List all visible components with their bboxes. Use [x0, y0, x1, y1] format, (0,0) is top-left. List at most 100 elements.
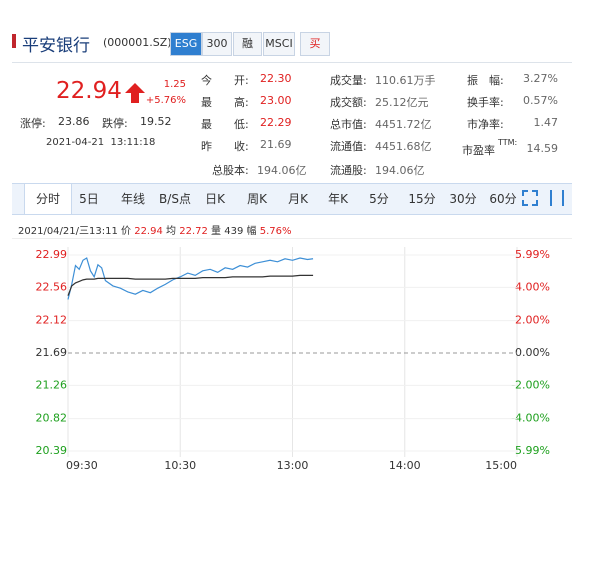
badge[interactable]: MSCI [263, 32, 295, 56]
divider [12, 238, 572, 239]
y2-tick-label: -2.00% [511, 379, 550, 392]
field-value: 194.06亿 [257, 164, 307, 177]
divider [12, 62, 572, 63]
field-label: 最 [201, 118, 212, 131]
field-label: 振 幅: [467, 74, 504, 87]
fullscreen-button[interactable] [522, 190, 538, 206]
status-label: 价 [121, 226, 132, 237]
tab[interactable]: 年K [328, 192, 348, 206]
y2-tick-label: 4.00% [515, 281, 550, 294]
field-label: 换手率: [467, 96, 504, 109]
tab[interactable]: 分时 [24, 184, 72, 214]
field-value: 4451.68亿 [375, 140, 432, 153]
field-value: 14.59 [526, 142, 559, 155]
status-amp: 5.76% [259, 226, 292, 237]
stock-code: (000001.SZ) [103, 36, 172, 49]
badge[interactable]: 融 [233, 32, 262, 56]
field-label: 总市值: [330, 118, 367, 131]
quote-time: 2021-04-21 13:11:18 [46, 137, 156, 148]
y-tick-label: 20.82 [36, 412, 68, 425]
field-label: 昨 [201, 140, 212, 153]
price-line [67, 274, 314, 296]
up-arrow [125, 83, 145, 103]
y-tick-label: 21.69 [36, 346, 68, 359]
status-avg: 22.72 [179, 226, 208, 237]
badge[interactable]: ESG [170, 32, 202, 56]
badge[interactable]: 300 [202, 32, 232, 56]
y-tick-label: 20.39 [36, 444, 68, 457]
field-label-sup: TTM: [498, 138, 518, 147]
field-label: 开: [234, 74, 249, 87]
field-label: 流通值: [330, 140, 367, 153]
field-value: 22.30 [260, 72, 292, 85]
tab[interactable]: 60分 [489, 192, 517, 206]
field-label: 最 [201, 96, 212, 109]
y2-tick-label: 0.00% [515, 346, 550, 359]
y-tick-label: 21.26 [36, 378, 68, 391]
change: 1.25 [163, 79, 186, 90]
field-label: 成交量: [330, 74, 367, 87]
tab[interactable]: 日K [205, 192, 225, 206]
field-label: 总股本: [212, 164, 249, 177]
field-value: 3.27% [523, 72, 558, 85]
x-tick-label: 13:00 [277, 459, 309, 472]
field-label: 低: [234, 118, 249, 131]
field-label: 流通股: [330, 164, 367, 177]
status-vol: 439 [224, 226, 244, 237]
tab[interactable]: 月K [288, 192, 308, 206]
status-price: 22.94 [134, 226, 163, 237]
price-line [67, 257, 314, 300]
field-value: 25.12亿元 [375, 96, 429, 109]
status-label: 幅 [246, 226, 257, 237]
field-value: 110.61万手 [375, 74, 436, 87]
tab[interactable]: B/S点 [159, 192, 191, 206]
field-label: 市盈率 [462, 144, 495, 157]
y2-tick-label: 2.00% [515, 313, 550, 326]
y-tick-label: 22.99 [36, 248, 68, 261]
tab[interactable]: 年线 [120, 192, 145, 206]
tab[interactable]: 5日 [79, 192, 99, 206]
x-tick-label: 10:30 [164, 459, 196, 472]
field-label: 高: [234, 96, 249, 109]
y-tick-label: 22.12 [36, 314, 68, 327]
status-label: 量 [211, 226, 222, 237]
status-label: 均 [166, 226, 177, 237]
price: 22.94 [56, 78, 122, 104]
field-value: 1.47 [533, 116, 559, 129]
field-value: 22.29 [260, 116, 292, 129]
y-tick-label: 22.56 [36, 280, 68, 293]
field-label: 成交额: [330, 96, 367, 109]
status-line: 2021/04/21/三13:11 价 22.94 均 22.72 量 439 … [18, 222, 291, 237]
y2-tick-label: -4.00% [511, 411, 550, 424]
limit-up: 23.86 [58, 115, 90, 128]
stock-name: 平安银行 [22, 36, 90, 56]
field-value: 21.69 [260, 138, 292, 151]
limit-down: 19.52 [140, 115, 172, 128]
tab[interactable]: 15分 [408, 192, 436, 206]
field-label: 市净率: [467, 118, 504, 131]
field-value: 194.06亿 [375, 164, 425, 177]
change-pct: +5.76% [145, 95, 186, 106]
y2-tick-label: 5.99% [515, 248, 550, 261]
tab[interactable]: 30分 [449, 192, 477, 206]
field-value: 4451.72亿 [375, 118, 432, 131]
badge[interactable]: 买 [300, 32, 330, 56]
tab[interactable]: 周K [247, 192, 267, 206]
settings-button[interactable] [550, 190, 564, 206]
y2-tick-label: -5.99% [511, 444, 550, 457]
logo-bar [12, 34, 16, 48]
limit-down-label: 跌停: [102, 117, 128, 130]
tab-bar: 分时 5日 年线 B/S点 日K 周K 月K 年K 5分 15分 30分 60分 [12, 183, 572, 215]
limit-up-label: 涨停: [20, 117, 46, 130]
status-time: 2021/04/21/三13:11 [18, 226, 118, 237]
x-tick-label: 15:00 [485, 459, 517, 472]
field-value: 0.57% [523, 94, 558, 107]
field-value: 23.00 [260, 94, 292, 107]
x-tick-label: 09:30 [66, 459, 98, 472]
x-tick-label: 14:00 [389, 459, 421, 472]
tab[interactable]: 5分 [369, 192, 389, 206]
field-label: 今 [201, 74, 212, 87]
field-label: 收: [234, 140, 249, 153]
